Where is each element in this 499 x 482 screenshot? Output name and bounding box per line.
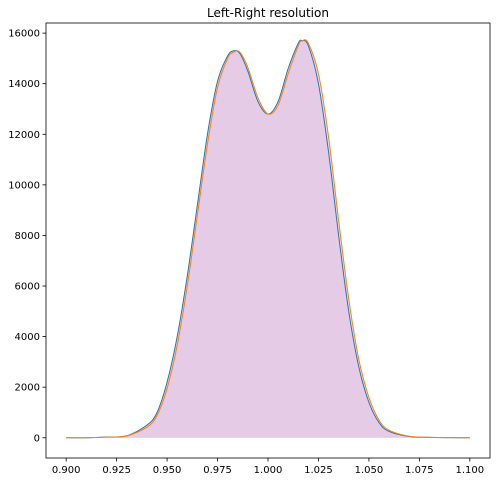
x-tick-label: 0.925	[102, 465, 131, 476]
x-tick-label: 1.050	[355, 465, 384, 476]
x-tick-label: 1.000	[254, 465, 283, 476]
x-tick-label: 0.950	[153, 465, 182, 476]
y-tick-label: 4000	[15, 332, 40, 343]
y-tick-label: 2000	[15, 383, 40, 394]
y-tick-label: 0	[34, 433, 40, 444]
y-tick-label: 12000	[8, 130, 40, 141]
area-fill-2	[66, 39, 470, 438]
series-line-2	[66, 39, 470, 439]
x-tick-label: 1.075	[405, 465, 434, 476]
y-axis-ticks: 0 2000 4000 6000 8000 10000 12000 14000 16000	[8, 29, 46, 444]
x-tick-label: 1.100	[455, 465, 484, 476]
y-tick-label: 6000	[15, 282, 40, 293]
chart-title: Left-Right resolution	[207, 6, 329, 20]
x-axis-ticks: 0.900 0.925 0.950 0.975 1.000 1.025 1.050 1.075…	[52, 458, 484, 476]
series-layer	[66, 39, 470, 439]
y-tick-label: 14000	[8, 79, 40, 90]
x-tick-label: 0.975	[203, 465, 232, 476]
x-tick-label: 1.025	[304, 465, 333, 476]
x-tick-label: 0.900	[52, 465, 81, 476]
area-fill-layer	[66, 39, 470, 438]
y-tick-label: 10000	[8, 180, 40, 191]
y-tick-label: 16000	[8, 29, 40, 40]
y-tick-label: 8000	[15, 231, 40, 242]
